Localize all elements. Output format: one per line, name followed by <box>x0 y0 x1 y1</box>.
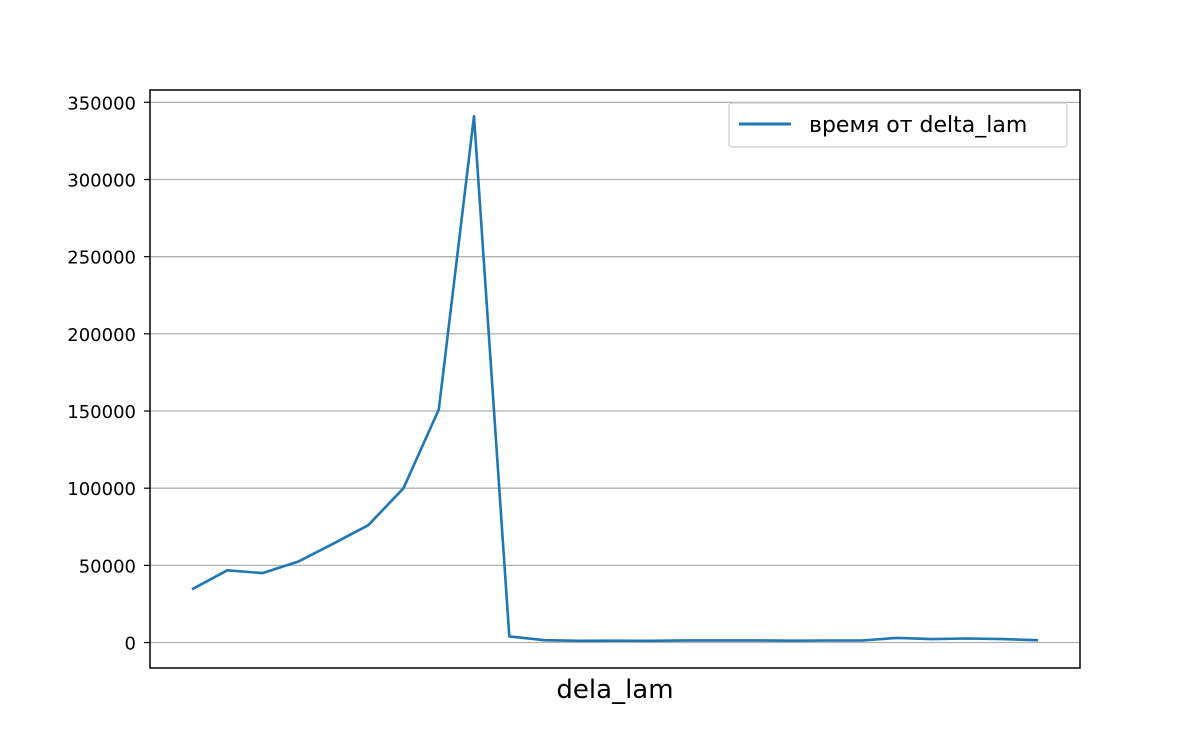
legend-box <box>728 102 1068 148</box>
y-axis: 0 50000 100000 150000 200000 250000 300000 3500… <box>67 93 150 655</box>
x-axis-title: dela_lam <box>556 675 673 705</box>
y-tick-label: 50000 <box>79 556 136 577</box>
series-layer <box>191 114 1039 643</box>
y-tick-label: 100000 <box>67 479 136 500</box>
grid-lines <box>150 101 1080 644</box>
series-line <box>191 114 1039 643</box>
y-tick-label: 300000 <box>67 171 136 192</box>
legend-label: время от delta_lam <box>809 113 1027 138</box>
y-tick-label: 350000 <box>67 93 136 114</box>
y-tick-label: 150000 <box>67 402 136 423</box>
plot-frame <box>149 89 1081 669</box>
y-tick-label: 0 <box>125 634 136 655</box>
y-tick-label: 250000 <box>67 248 136 269</box>
legend: время от delta_lam <box>728 102 1068 148</box>
y-tick-label: 200000 <box>67 325 136 346</box>
